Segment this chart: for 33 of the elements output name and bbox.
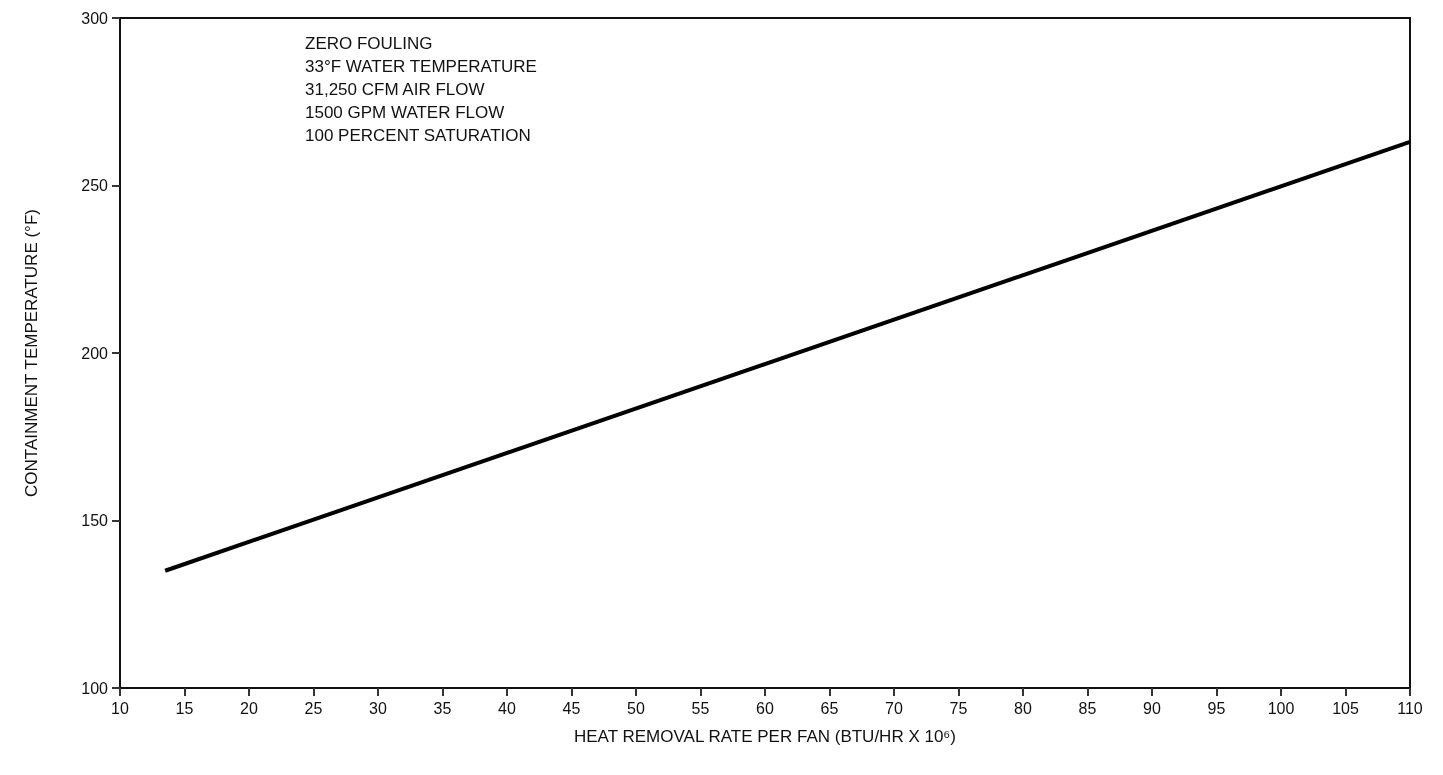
- x-tick-label: 20: [240, 699, 258, 717]
- x-tick-label: 60: [756, 699, 774, 717]
- x-tick-label: 40: [498, 699, 516, 717]
- x-tick-label: 70: [885, 699, 903, 717]
- x-tick-label: 65: [820, 699, 839, 717]
- x-tick-label: 80: [1014, 699, 1032, 717]
- y-tick-label: 300: [81, 9, 109, 27]
- x-axis-title: HEAT REMOVAL RATE PER FAN (BTU/HR X 10⁶): [573, 727, 957, 746]
- y-tick-label: 150: [81, 512, 109, 529]
- y-tick-label: 100: [81, 679, 109, 697]
- x-tick-label: 90: [1143, 699, 1161, 717]
- x-tick-label: 15: [175, 699, 194, 717]
- x-tick-label: 50: [627, 699, 645, 717]
- annotation: ZERO FOULING: [305, 34, 433, 53]
- y-tick-label: 200: [81, 344, 109, 362]
- x-tick-label: 25: [304, 699, 323, 717]
- x-tick-label: 35: [433, 699, 452, 717]
- y-axis-title: CONTAINMENT TEMPERATURE (°F): [22, 209, 41, 497]
- x-tick-label: 10: [111, 699, 129, 717]
- x-tick-label: 85: [1078, 699, 1097, 717]
- x-tick-label: 100: [1267, 699, 1295, 717]
- annotation: 31,250 CFM AIR FLOW: [305, 80, 485, 99]
- annotation: 33°F WATER TEMPERATURE: [305, 57, 537, 76]
- annotation: 1500 GPM WATER FLOW: [305, 103, 505, 122]
- x-tick-label: 95: [1207, 699, 1226, 717]
- y-tick-label: 250: [81, 177, 109, 194]
- annotation: 100 PERCENT SATURATION: [305, 126, 531, 145]
- x-tick-label: 105: [1332, 699, 1359, 717]
- x-tick-label: 55: [691, 699, 710, 717]
- x-tick-label: 110: [1397, 699, 1423, 717]
- x-tick-label: 75: [949, 699, 968, 717]
- x-tick-label: 45: [562, 699, 581, 717]
- x-tick-label: 30: [369, 699, 387, 717]
